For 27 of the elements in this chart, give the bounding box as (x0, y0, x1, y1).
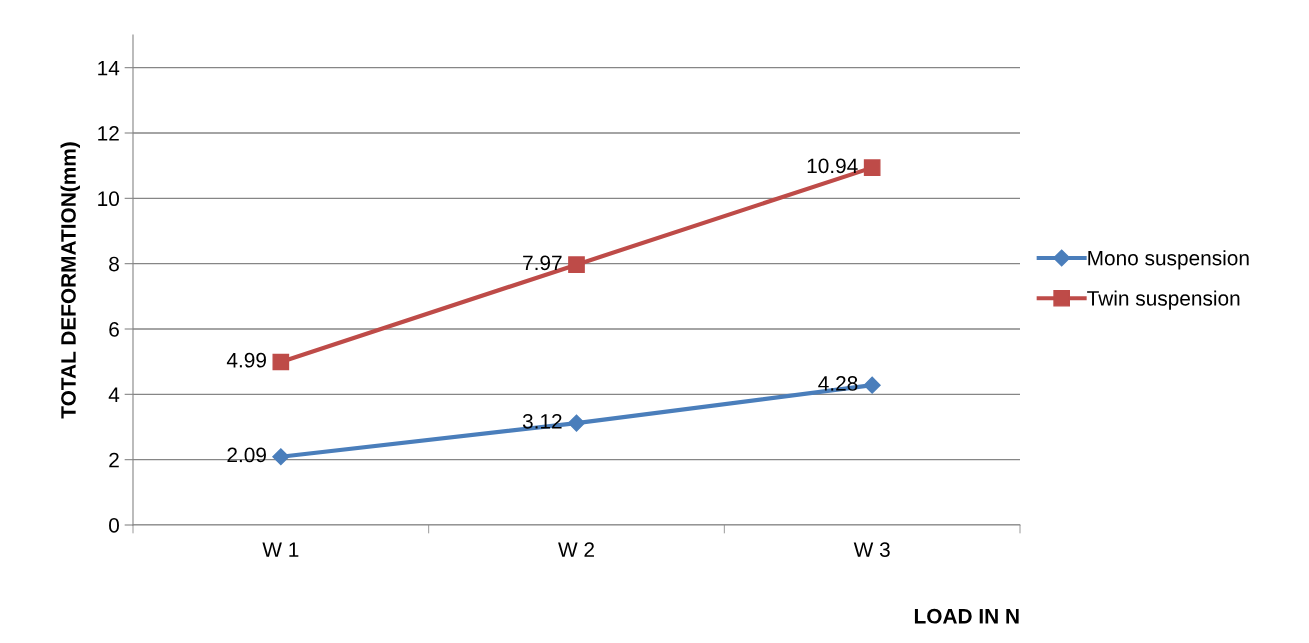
y-tick-label: 10 (98, 191, 119, 207)
data-label: 4.99 (226, 352, 266, 368)
point (568, 256, 585, 273)
legend-label: Twin suspension (1087, 290, 1240, 310)
y-tick-label: 14 (98, 60, 120, 76)
data-label: 10.94 (807, 158, 858, 174)
point (272, 448, 290, 466)
y-axis-title: TOTAL DEFORMATION(mm) (60, 142, 80, 419)
y-tick-label: 12 (98, 126, 119, 141)
x-tick-label: W 3 (853, 542, 890, 557)
y-tick-label: 4 (108, 387, 120, 402)
x-tick-label: W 2 (558, 542, 594, 557)
data-label: 4.28 (818, 376, 858, 391)
y-tick-label: 0 (109, 518, 119, 533)
data-label: 2.09 (227, 447, 266, 463)
point (567, 414, 586, 432)
x-tick-label: W 1 (262, 542, 299, 557)
point (863, 159, 881, 176)
y-tick-label: 8 (109, 256, 119, 272)
data-label: 3.12 (522, 413, 562, 429)
x-axis-title: LOAD IN N (914, 608, 1019, 624)
legend-label: Mono suspension (1088, 250, 1249, 270)
point (863, 376, 881, 394)
y-tick-label: 2 (109, 452, 119, 468)
point (272, 353, 290, 371)
y-tick-label: 6 (109, 322, 119, 337)
data-label: 7.97 (523, 255, 562, 271)
